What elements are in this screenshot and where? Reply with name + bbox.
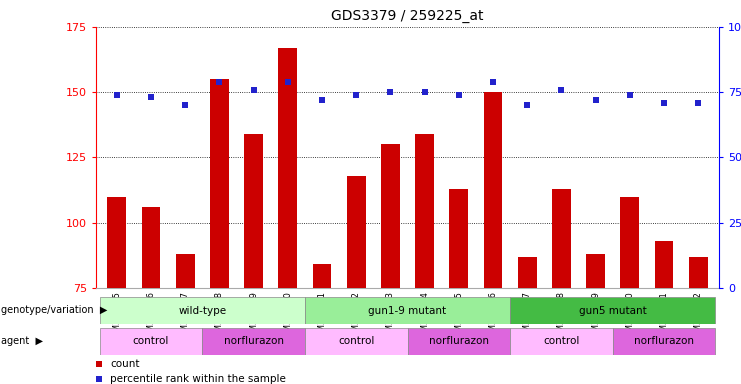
Bar: [518, 257, 536, 288]
Text: genotype/variation  ▶: genotype/variation ▶: [1, 305, 107, 315]
Bar: [654, 241, 674, 288]
Bar: [107, 197, 126, 288]
Bar: [552, 189, 571, 288]
Bar: [586, 254, 605, 288]
Text: agent  ▶: agent ▶: [1, 336, 43, 346]
Bar: [689, 257, 708, 288]
Bar: [100, 328, 202, 355]
Bar: [202, 328, 305, 355]
Bar: [620, 197, 639, 288]
Bar: [305, 297, 510, 324]
Text: control: control: [133, 336, 169, 346]
Bar: [510, 297, 715, 324]
Text: norflurazon: norflurazon: [634, 336, 694, 346]
Bar: [415, 134, 434, 288]
Text: gun1-9 mutant: gun1-9 mutant: [368, 306, 447, 316]
Bar: [450, 189, 468, 288]
Bar: [510, 328, 613, 355]
Bar: [245, 134, 263, 288]
Text: norflurazon: norflurazon: [224, 336, 284, 346]
Bar: [613, 328, 715, 355]
Bar: [347, 176, 365, 288]
Bar: [210, 79, 229, 288]
Bar: [100, 297, 305, 324]
Bar: [279, 48, 297, 288]
Text: gun5 mutant: gun5 mutant: [579, 306, 647, 316]
Bar: [381, 144, 400, 288]
Text: control: control: [543, 336, 579, 346]
Bar: [313, 265, 331, 288]
Text: count: count: [110, 359, 139, 369]
Text: percentile rank within the sample: percentile rank within the sample: [110, 374, 286, 384]
Bar: [484, 92, 502, 288]
Text: wild-type: wild-type: [179, 306, 227, 316]
Bar: [142, 207, 161, 288]
Bar: [305, 328, 408, 355]
Title: GDS3379 / 259225_at: GDS3379 / 259225_at: [331, 9, 484, 23]
Bar: [408, 328, 510, 355]
Text: control: control: [338, 336, 374, 346]
Text: norflurazon: norflurazon: [429, 336, 489, 346]
Bar: [176, 254, 195, 288]
